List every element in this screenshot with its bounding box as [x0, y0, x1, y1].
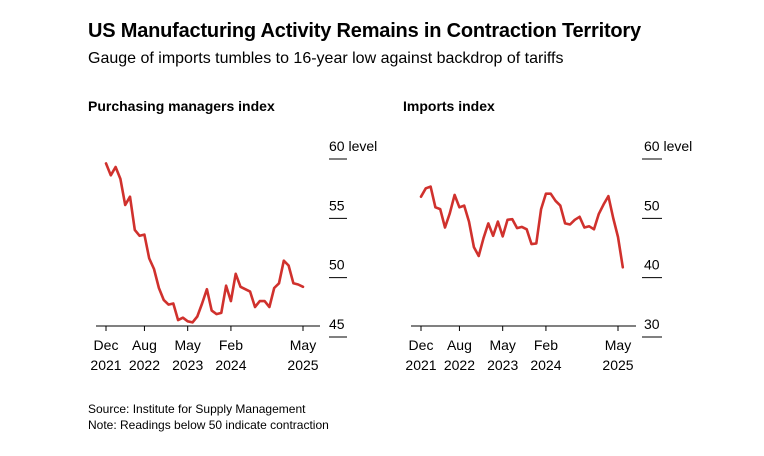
imports-panel: 60 level 50 40 30 Dec 2021 Aug 2022 May 2023 Feb 20… — [405, 138, 692, 373]
imports-y-tick-label: 30 — [644, 316, 660, 332]
chart-title: US Manufacturing Activity Remains in Con… — [88, 20, 641, 42]
pmi-x-tick-year: 2021 — [90, 357, 121, 373]
imports-x-tick-month: May — [605, 337, 631, 353]
imports-x-tick-year: 2024 — [530, 357, 561, 373]
pmi-panel: 60 level 55 50 45 Dec 2021 Aug 2022 May 2023 Feb 20… — [90, 138, 377, 373]
imports-x-tick-month: Aug — [447, 337, 472, 353]
pmi-x-tick-year: 2023 — [172, 357, 203, 373]
pmi-y-tick-label: 55 — [329, 197, 345, 213]
imports-x-tick-month: May — [489, 337, 515, 353]
imports-y-tick-label: 50 — [644, 197, 660, 213]
imports-x-tick-month: Dec — [409, 337, 434, 353]
pmi-x-tick-month: Feb — [219, 337, 243, 353]
pmi-y-tick-label: 45 — [329, 316, 345, 332]
pmi-x-tick-year: 2025 — [287, 357, 318, 373]
imports-y-tick-label: 60 level — [644, 138, 692, 154]
source-note: Source: Institute for Supply Management — [88, 402, 306, 416]
pmi-x-tick-year: 2024 — [215, 357, 246, 373]
pmi-x-tick-month: Aug — [132, 337, 157, 353]
imports-x-tick-month: Feb — [534, 337, 558, 353]
contraction-note: Note: Readings below 50 indicate contrac… — [88, 418, 329, 432]
imports-y-tick-label: 40 — [644, 257, 660, 273]
imports-x-tick-year: 2022 — [444, 357, 475, 373]
imports-x-tick-year: 2025 — [602, 357, 633, 373]
imports-panel-title: Imports index — [403, 98, 495, 114]
imports-x-tick-year: 2021 — [405, 357, 436, 373]
pmi-series-line — [104, 162, 305, 324]
imports-x-tick-year: 2023 — [487, 357, 518, 373]
pmi-x-tick-month: Dec — [94, 337, 119, 353]
pmi-x-tick-year: 2022 — [129, 357, 160, 373]
imports-series-line — [419, 185, 625, 269]
pmi-y-tick-label: 50 — [329, 257, 345, 273]
pmi-y-tick-label: 60 level — [329, 138, 377, 154]
pmi-x-tick-month: May — [174, 337, 200, 353]
chart-subtitle: Gauge of imports tumbles to 16-year low … — [88, 50, 564, 67]
pmi-panel-title: Purchasing managers index — [88, 98, 275, 114]
pmi-x-tick-month: May — [290, 337, 316, 353]
